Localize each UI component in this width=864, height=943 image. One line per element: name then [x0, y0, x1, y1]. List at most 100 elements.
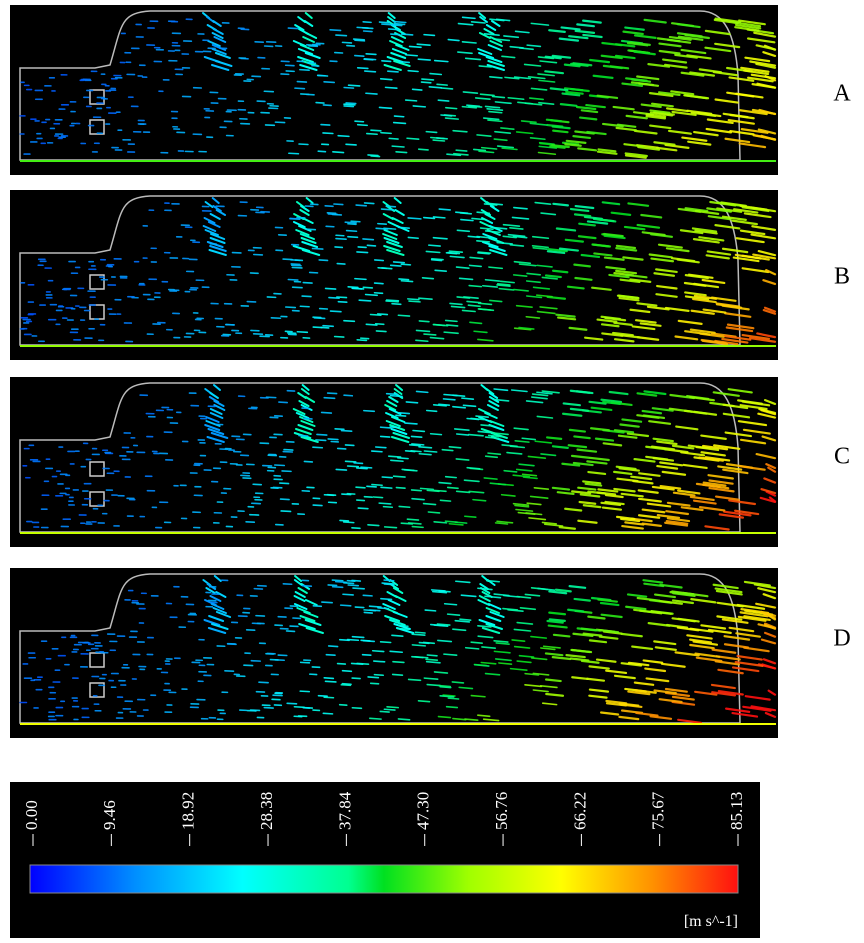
vector-arrow	[370, 606, 381, 607]
vector-arrow	[470, 265, 482, 266]
vector-arrow	[375, 293, 383, 294]
vector-arrow	[324, 398, 334, 399]
vector-arrow	[363, 239, 373, 240]
vector-arrow	[457, 230, 469, 231]
vector-arrow	[338, 136, 349, 137]
vector-arrow	[316, 440, 326, 441]
vector-arrow	[391, 34, 400, 35]
vector-arrow	[446, 108, 457, 109]
vector-arrow	[460, 619, 471, 620]
vector-arrow	[333, 587, 343, 588]
vector-arrow	[402, 469, 414, 470]
vector-arrow	[434, 522, 446, 523]
vector-arrow	[546, 276, 561, 278]
vector-arrow	[450, 303, 462, 304]
vector-arrow	[314, 318, 324, 319]
vector-arrow	[381, 599, 392, 600]
vector-arrow	[427, 655, 437, 656]
vector-arrow	[295, 88, 304, 89]
vector-arrow	[386, 206, 395, 207]
vector-arrow	[419, 447, 431, 448]
vector-arrow	[405, 423, 417, 424]
vector-arrow	[446, 320, 457, 321]
vector-arrow	[380, 22, 390, 23]
vector-arrow	[348, 224, 356, 225]
tick-label: 85.13	[727, 792, 746, 830]
vector-arrow	[474, 149, 486, 150]
vector-arrow	[300, 691, 309, 692]
vector-arrow	[387, 707, 398, 708]
vector-arrow	[364, 59, 373, 60]
vector-arrow	[353, 588, 364, 589]
vector-arrow	[357, 252, 368, 253]
vector-arrow	[289, 153, 299, 154]
vector-arrow	[328, 585, 336, 586]
vector-arrow	[419, 298, 432, 299]
vector-arrow	[363, 287, 372, 288]
vector-arrow	[381, 487, 392, 488]
vector-arrow	[394, 22, 406, 23]
vector-arrow	[354, 39, 365, 40]
vector-arrow	[461, 220, 473, 221]
vector-arrow	[453, 719, 466, 720]
vector-arrow	[341, 431, 351, 432]
vector-arrow	[389, 138, 398, 139]
vector-arrow	[468, 236, 479, 237]
vector-arrow	[375, 283, 383, 284]
vector-arrow	[366, 294, 378, 295]
vector-arrow	[398, 315, 409, 316]
vector-arrow	[394, 123, 406, 124]
vector-arrow	[329, 646, 338, 647]
vector-arrow	[387, 394, 398, 395]
vector-arrow	[302, 586, 311, 587]
vector-arrow	[419, 701, 430, 702]
vector-arrow	[408, 71, 418, 72]
vector-arrow	[344, 395, 352, 396]
vector-arrow	[328, 393, 337, 394]
vector-arrow	[373, 651, 384, 652]
vector-arrow	[439, 209, 450, 210]
vector-arrow	[553, 204, 567, 206]
vector-arrow	[465, 516, 476, 517]
vector-arrow	[322, 602, 332, 603]
vector-arrow	[381, 133, 391, 134]
vector-arrow	[481, 425, 492, 426]
vector-arrow	[354, 463, 362, 464]
panel-label: A	[833, 81, 851, 107]
vector-arrow	[408, 218, 421, 219]
vector-arrow	[393, 662, 404, 663]
vector-arrow	[441, 88, 452, 89]
vector-arrow	[471, 642, 482, 643]
vector-arrow	[412, 499, 424, 500]
vector-arrow	[384, 709, 395, 710]
vector-arrow	[370, 610, 380, 611]
vector-arrow	[368, 677, 378, 678]
vector-arrow	[363, 655, 371, 656]
vector-arrow	[448, 40, 459, 41]
vector-arrow	[347, 231, 357, 232]
vector-arrow	[478, 715, 490, 716]
vector-arrow	[343, 594, 353, 595]
vector-arrow	[415, 632, 425, 633]
vector-arrow	[332, 580, 342, 581]
vector-arrow	[547, 437, 561, 438]
vector-arrow	[378, 314, 388, 315]
vector-arrow	[365, 203, 374, 204]
vector-arrow	[396, 488, 405, 489]
vector-arrow	[344, 104, 355, 105]
vector-arrow	[419, 643, 429, 644]
vector-arrow	[401, 264, 410, 265]
vector-arrow	[361, 640, 370, 641]
vector-arrow	[372, 485, 382, 486]
vector-arrow	[368, 525, 379, 526]
vector-arrow	[293, 287, 302, 288]
vector-arrow	[424, 451, 436, 452]
vector-arrow	[444, 654, 457, 655]
vector-arrow	[399, 279, 409, 280]
vector-arrow	[352, 528, 360, 529]
vector-arrow	[359, 300, 370, 301]
vector-arrow	[326, 288, 336, 289]
vector-arrow	[441, 115, 452, 116]
vector-arrow	[394, 262, 405, 263]
vector-arrow	[413, 89, 422, 90]
